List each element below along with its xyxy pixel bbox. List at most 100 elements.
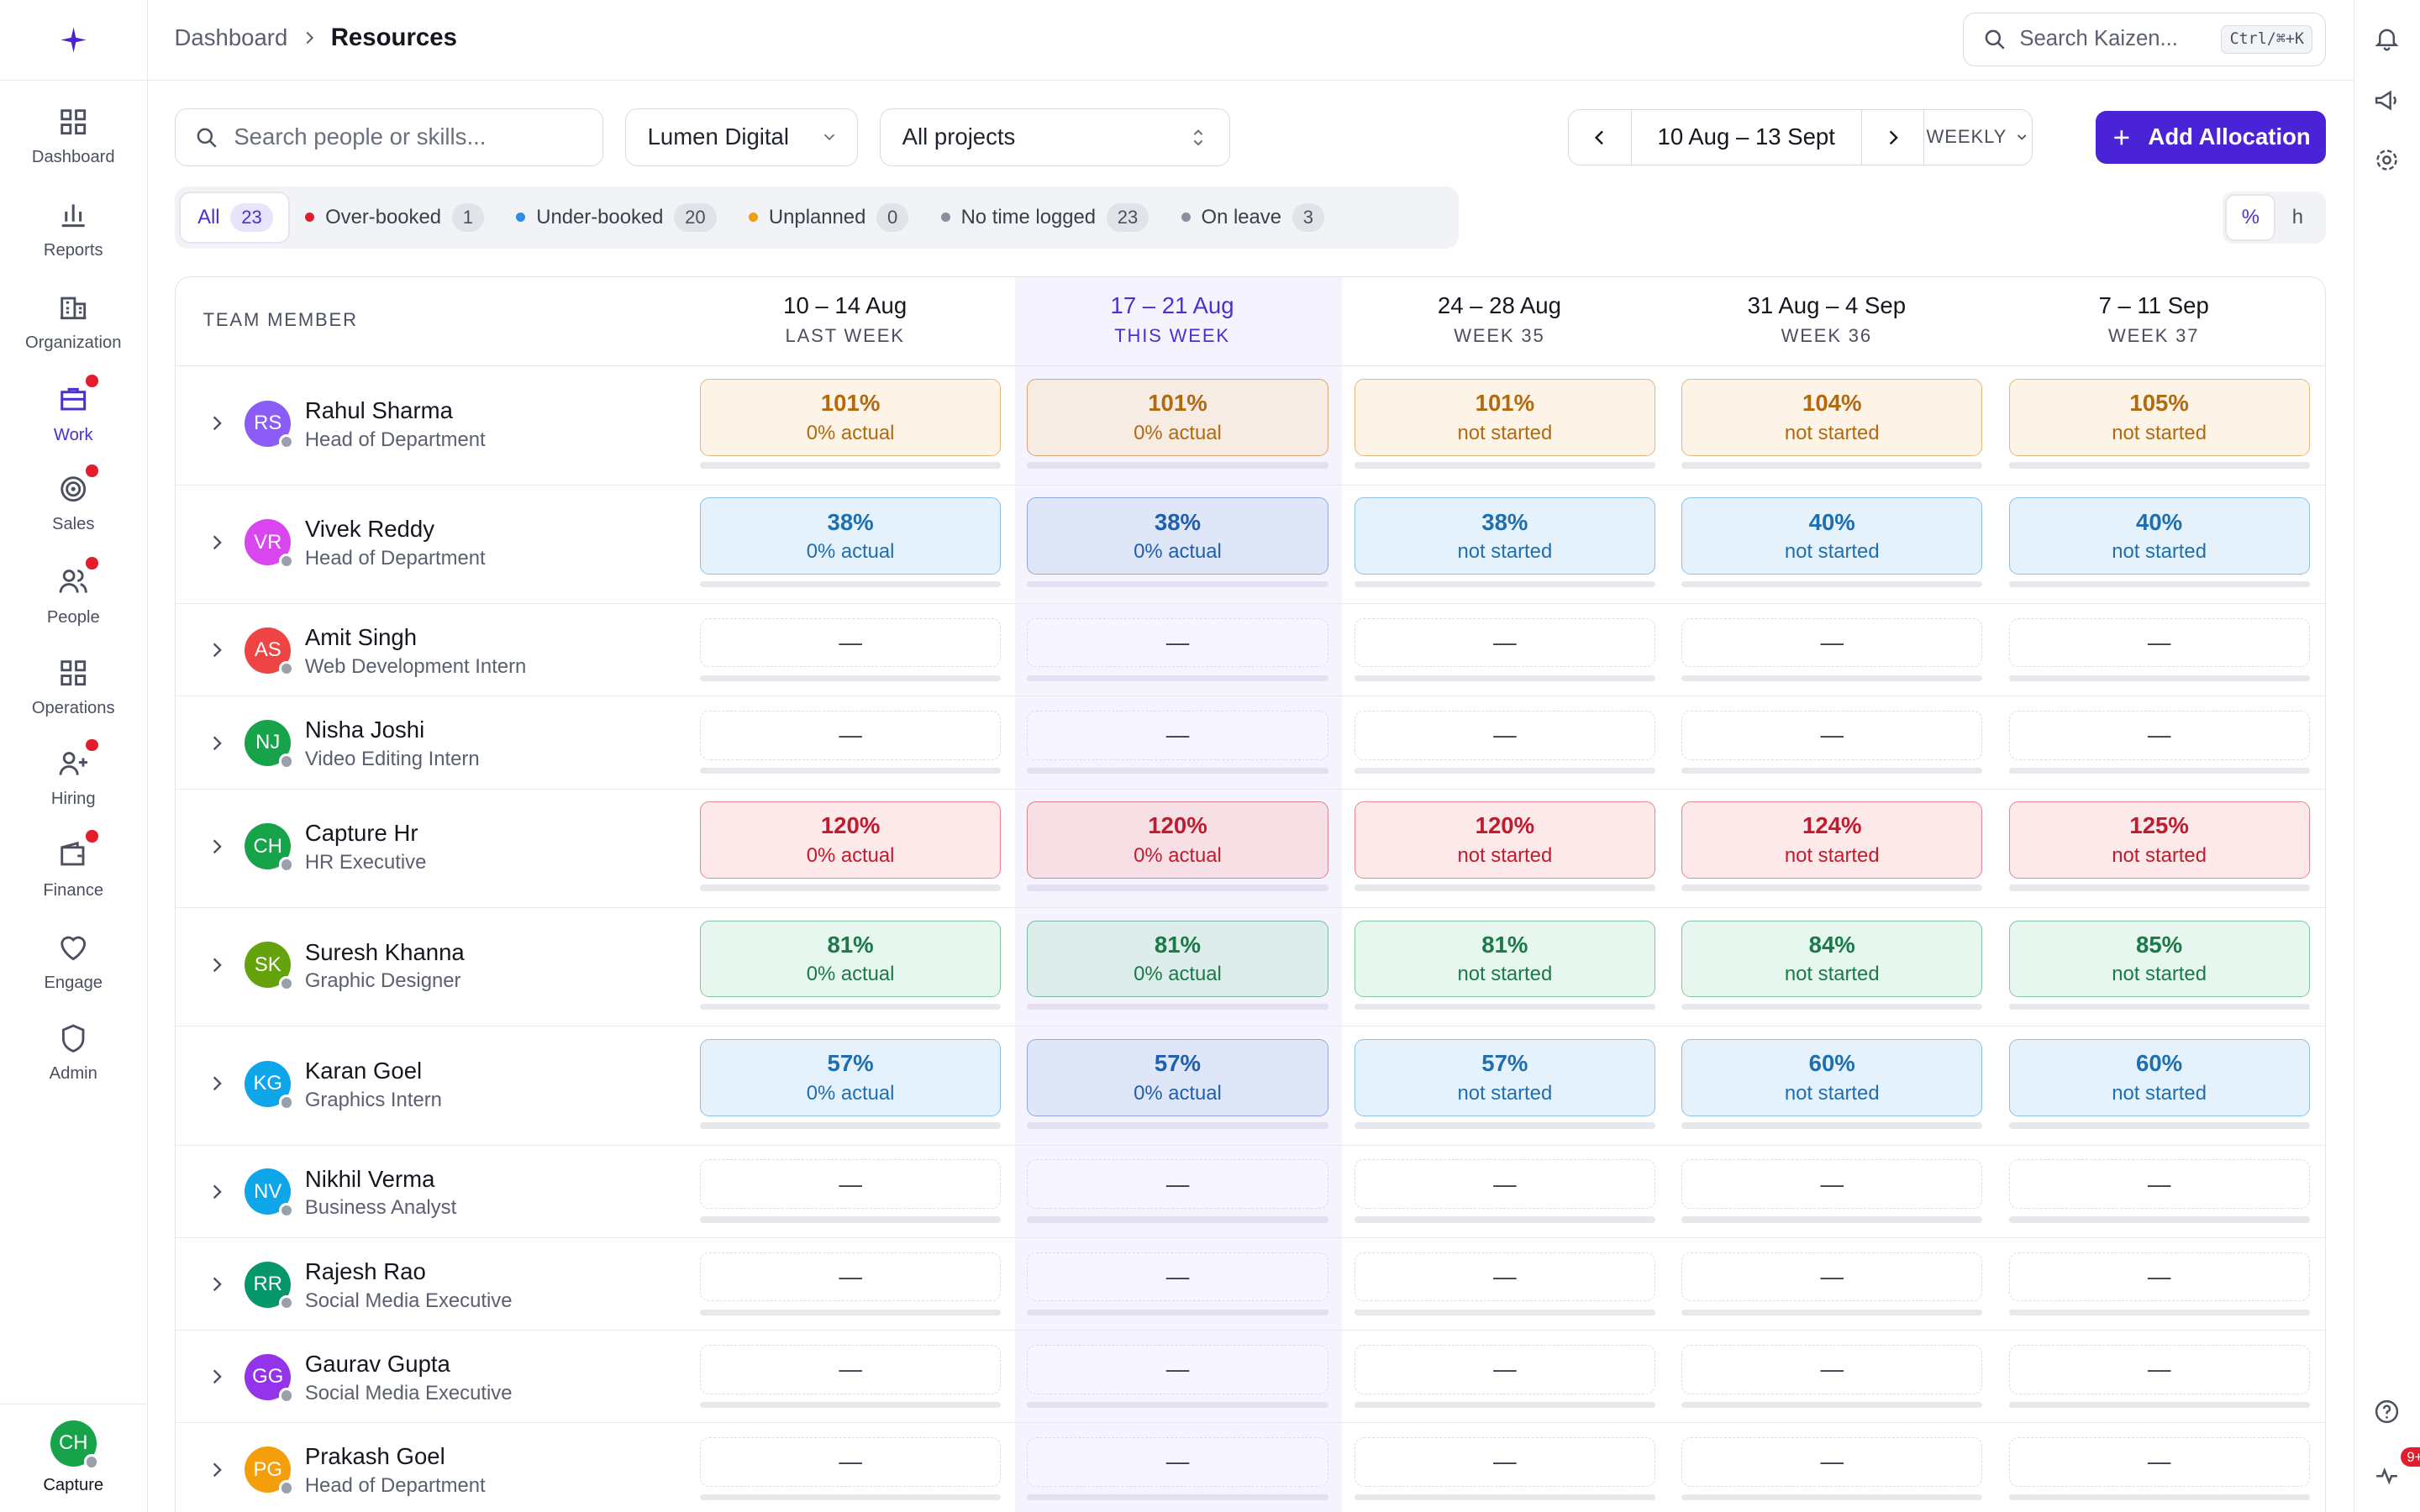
allocation-cell[interactable]: 60% not started (2008, 1039, 2310, 1116)
unit-percent-button[interactable]: % (2227, 196, 2275, 239)
empty-allocation-cell[interactable]: — (2008, 1252, 2310, 1302)
empty-allocation-cell[interactable]: — (2008, 617, 2310, 668)
allocation-cell[interactable]: 38% 0% actual (1027, 497, 1328, 575)
empty-allocation-cell[interactable]: — (1681, 1159, 1983, 1210)
allocation-cell[interactable]: 120% not started (1354, 801, 1655, 879)
empty-allocation-cell[interactable]: — (1681, 710, 1983, 760)
member-name[interactable]: Nikhil Verma (304, 1165, 435, 1192)
empty-allocation-cell[interactable]: — (700, 1344, 1002, 1394)
projects-select[interactable]: All projects (879, 108, 1230, 167)
empty-allocation-cell[interactable]: — (1354, 617, 1655, 668)
empty-allocation-cell[interactable]: — (1027, 1159, 1328, 1210)
help-icon[interactable] (2373, 1398, 2404, 1429)
allocation-cell[interactable]: 84% not started (1681, 920, 1983, 998)
allocation-cell[interactable]: 38% not started (1354, 497, 1655, 575)
expand-chevron-icon[interactable] (206, 732, 228, 754)
allocation-cell[interactable]: 57% not started (1354, 1039, 1655, 1116)
table-row[interactable]: CH Capture Hr HR Executive 120% 0% actual 120… (175, 790, 2325, 908)
allocation-cell[interactable]: 60% not started (1681, 1039, 1983, 1116)
date-range-label[interactable]: 10 Aug – 13 Sept (1630, 110, 1862, 165)
table-row[interactable]: GG Gaurav Gupta Social Media Executive — — — —… (175, 1331, 2325, 1424)
table-row[interactable]: VR Vivek Reddy Head of Department 38% 0% act… (175, 486, 2325, 605)
expand-chevron-icon[interactable] (206, 1366, 228, 1388)
breadcrumb-dashboard[interactable]: Dashboard (174, 24, 288, 50)
empty-allocation-cell[interactable]: — (1027, 1436, 1328, 1487)
allocation-cell[interactable]: 81% 0% actual (700, 920, 1002, 998)
sidebar-item-dashboard[interactable]: Dashboard (0, 92, 146, 179)
app-logo[interactable] (0, 0, 148, 81)
empty-allocation-cell[interactable]: — (700, 1159, 1002, 1210)
member-name[interactable]: Karan Goel (304, 1058, 423, 1084)
expand-chevron-icon[interactable] (206, 1073, 228, 1095)
table-row[interactable]: RS Rahul Sharma Head of Department 101% 0% a… (175, 366, 2325, 486)
table-row[interactable]: NJ Nisha Joshi Video Editing Intern — — — — — (175, 696, 2325, 790)
expand-chevron-icon[interactable] (206, 836, 228, 858)
allocation-cell[interactable]: 81% 0% actual (1027, 920, 1328, 998)
sidebar-item-admin[interactable]: Admin (0, 1009, 146, 1095)
unit-hours-button[interactable]: h (2291, 205, 2304, 228)
empty-allocation-cell[interactable]: — (1681, 1344, 1983, 1394)
allocation-cell[interactable]: 101% 0% actual (700, 378, 1002, 456)
notifications-bell-icon[interactable] (2373, 24, 2404, 55)
next-period-button[interactable] (1862, 110, 1923, 164)
status-tab-unplanned[interactable]: Unplanned 0 (732, 193, 924, 243)
member-name[interactable]: Gaurav Gupta (304, 1351, 450, 1378)
member-name[interactable]: Rajesh Rao (304, 1257, 426, 1284)
empty-allocation-cell[interactable]: — (700, 1252, 1002, 1302)
status-tab-all[interactable]: All 23 (180, 192, 289, 243)
sidebar-item-work[interactable]: Work (0, 370, 146, 457)
empty-allocation-cell[interactable]: — (700, 617, 1002, 668)
member-name[interactable]: Vivek Reddy (304, 516, 434, 543)
sidebar-item-people[interactable]: People (0, 553, 146, 639)
empty-allocation-cell[interactable]: — (1681, 617, 1983, 668)
table-row[interactable]: SK Suresh Khanna Graphic Designer 81% 0% act… (175, 908, 2325, 1027)
member-name[interactable]: Rahul Sharma (304, 397, 453, 423)
allocation-cell[interactable]: 40% not started (2008, 497, 2310, 575)
table-row[interactable]: NV Nikhil Verma Business Analyst — — — — — (175, 1146, 2325, 1238)
expand-chevron-icon[interactable] (206, 639, 228, 661)
status-tab-on-leave[interactable]: On leave 3 (1164, 193, 1339, 243)
megaphone-icon[interactable] (2373, 87, 2404, 118)
allocation-cell[interactable]: 120% 0% actual (700, 801, 1002, 879)
member-name[interactable]: Amit Singh (304, 624, 418, 651)
allocation-cell[interactable]: 57% 0% actual (700, 1039, 1002, 1116)
period-select[interactable]: WEEKLY (1923, 110, 2032, 165)
empty-allocation-cell[interactable]: — (1354, 1436, 1655, 1487)
member-name[interactable]: Capture Hr (304, 820, 418, 847)
allocation-cell[interactable]: 57% 0% actual (1027, 1039, 1328, 1116)
sidebar-item-engage[interactable]: Engage (0, 918, 146, 1005)
sidebar-item-sales[interactable]: Sales (0, 459, 146, 546)
table-row[interactable]: AS Amit Singh Web Development Intern — — — — — (175, 604, 2325, 697)
table-row[interactable]: PG Prakash Goel Head of Department — — — — — (176, 1423, 2325, 1512)
expand-chevron-icon[interactable] (206, 412, 228, 434)
empty-allocation-cell[interactable]: — (1681, 1252, 1983, 1302)
expand-chevron-icon[interactable] (206, 954, 228, 976)
status-tab-under-booked[interactable]: Under-booked 20 (499, 193, 732, 243)
allocation-cell[interactable]: 85% not started (2008, 920, 2310, 998)
sidebar-item-reports[interactable]: Reports (0, 185, 146, 271)
empty-allocation-cell[interactable]: — (1354, 1344, 1655, 1394)
empty-allocation-cell[interactable]: — (1354, 710, 1655, 760)
table-row[interactable]: RR Rajesh Rao Social Media Executive — — — — — (175, 1238, 2325, 1331)
member-name[interactable]: Prakash Goel (304, 1443, 445, 1470)
expand-chevron-icon[interactable] (206, 1181, 228, 1203)
activity-icon[interactable]: 9+ (2373, 1446, 2420, 1491)
allocation-cell[interactable]: 101% 0% actual (1027, 378, 1328, 456)
member-name[interactable]: Nisha Joshi (304, 717, 425, 743)
empty-allocation-cell[interactable]: — (2008, 1436, 2310, 1487)
empty-allocation-cell[interactable]: — (2008, 1159, 2310, 1210)
empty-allocation-cell[interactable]: — (2008, 710, 2310, 760)
empty-allocation-cell[interactable]: — (1027, 1344, 1328, 1394)
allocation-cell[interactable]: 124% not started (1681, 801, 1983, 879)
sidebar-item-organization[interactable]: Organization (0, 278, 146, 365)
global-search[interactable]: Search Kaizen... Ctrl/⌘+K (1963, 12, 2326, 66)
add-allocation-button[interactable]: Add Allocation (2096, 111, 2326, 164)
capture-user[interactable]: CH Capture (0, 1404, 147, 1512)
allocation-cell[interactable]: 125% not started (2008, 801, 2310, 879)
table-row[interactable]: KG Karan Goel Graphics Intern 57% 0% actual 5… (175, 1026, 2325, 1146)
prev-period-button[interactable] (1569, 110, 1630, 164)
allocation-cell[interactable]: 38% 0% actual (700, 497, 1002, 575)
allocation-cell[interactable]: 120% 0% actual (1027, 801, 1328, 879)
empty-allocation-cell[interactable]: — (1027, 1252, 1328, 1302)
people-search-input[interactable]: Search people or skills... (174, 108, 604, 167)
